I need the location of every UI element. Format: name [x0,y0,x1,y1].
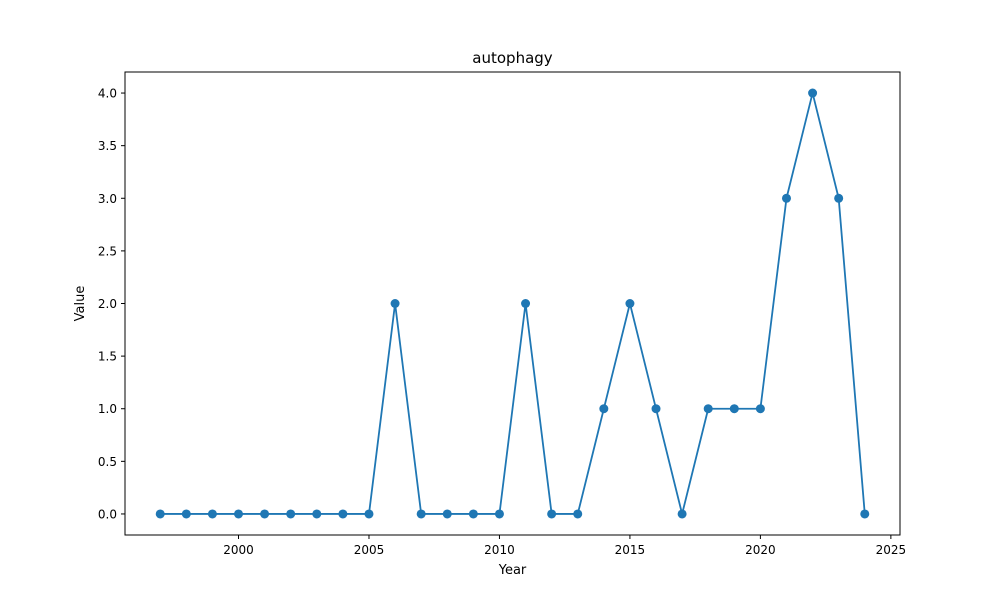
y-tick-label: 1.0 [98,402,117,416]
y-tick-label: 0.0 [98,507,117,521]
data-point [338,509,348,519]
data-point [808,88,818,98]
y-tick-label: 3.5 [98,139,117,153]
data-point [573,509,583,519]
x-axis-ticks: 2000 2005 2010 2015 2020 2025 [223,535,906,557]
data-point [781,193,791,203]
data-point [312,509,322,519]
x-tick-label: 2010 [484,543,515,557]
data-point [155,509,165,519]
data-point [364,509,374,519]
y-tick-label: 3.0 [98,192,117,206]
data-point [599,404,609,414]
chart-title: autophagy [472,49,552,67]
x-tick-label: 2005 [354,543,385,557]
data-point [547,509,557,519]
data-point [416,509,426,519]
data-point [625,299,635,308]
y-tick-label: 4.0 [98,87,117,101]
x-tick-label: 2020 [745,543,776,557]
data-point [207,509,217,519]
series-layer [155,88,870,519]
data-point [755,404,765,414]
y-tick-label: 2.5 [98,244,117,258]
data-point [651,404,661,414]
x-tick-label: 2015 [615,543,646,557]
data-point [390,299,400,308]
data-point [834,193,844,203]
x-axis-title: Year [498,563,527,578]
x-tick-label: 2025 [876,543,907,557]
data-point [494,509,504,519]
data-point [703,404,713,414]
data-point [521,299,531,308]
plot-area-frame [124,71,901,536]
y-tick-label: 0.5 [98,455,117,469]
y-axis-ticks: 0.0 0.5 1.0 1.5 2.0 2.5 3.0 3.5 4.0 [98,87,125,521]
data-point [286,509,296,519]
data-point [260,509,270,519]
y-tick-label: 1.5 [98,350,117,364]
y-axis-title: Value [73,286,88,322]
data-point [677,509,687,519]
series-line [160,92,866,515]
y-tick-label: 2.0 [98,297,117,311]
data-point [234,509,244,519]
x-tick-label: 2000 [223,543,254,557]
data-point [468,509,478,519]
data-point [860,509,870,519]
data-point [729,404,739,414]
data-point [442,509,452,519]
data-point [181,509,191,519]
